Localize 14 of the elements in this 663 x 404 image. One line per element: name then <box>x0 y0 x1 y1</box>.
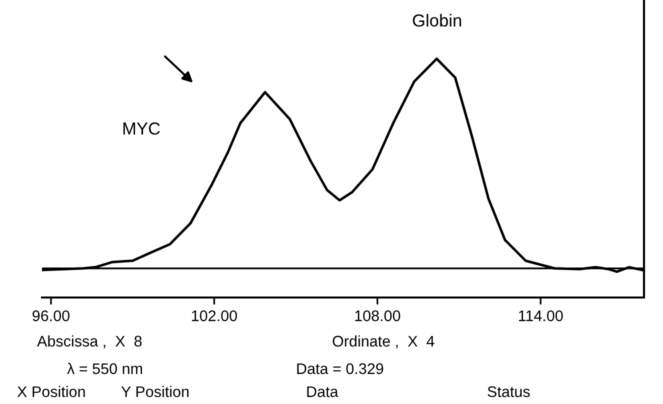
text: Data = 0.329 <box>297 363 384 374</box>
annotation: MYC <box>123 122 160 135</box>
x-tick-label: 102.00 <box>192 310 237 322</box>
x-tick-label: 96.00 <box>32 310 70 322</box>
text: Abscissa , X 8 <box>37 335 142 348</box>
text: Y Position <box>121 386 189 398</box>
text: X Position <box>17 386 85 398</box>
text: λ = 550 nm <box>67 362 142 374</box>
x-tick-label: 114.00 <box>518 310 563 322</box>
text: Data <box>307 386 338 398</box>
x-tick-label: 108.00 <box>355 310 400 322</box>
text: Status <box>488 386 530 398</box>
text: Globin <box>412 14 462 27</box>
text: Ordinate , X 4 <box>332 335 434 348</box>
